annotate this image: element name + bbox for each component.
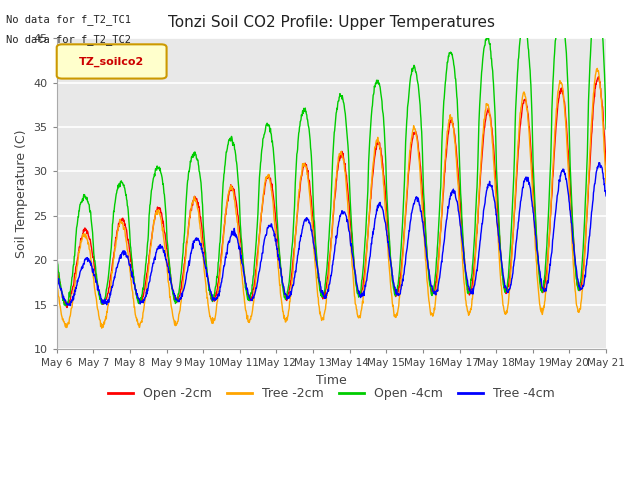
Tree -4cm (417, 208, 425, 214)
Text: No data for f_T2_TC1: No data for f_T2_TC1 (6, 14, 131, 25)
Legend: Open -2cm, Tree -2cm, Open -4cm, Tree -4cm: Open -2cm, Tree -2cm, Open -4cm, Tree -4… (103, 383, 559, 405)
Tree -2cm (417, 182, 425, 188)
FancyBboxPatch shape (57, 44, 166, 79)
Open -2cm (595, 74, 602, 80)
Line: Tree -4cm: Tree -4cm (57, 163, 606, 306)
Tree -4cm (602, 193, 610, 199)
Open -4cm (489, 68, 497, 74)
Line: Tree -2cm: Tree -2cm (57, 68, 606, 328)
Tree -2cm (593, 65, 601, 71)
Open -4cm (53, 252, 61, 257)
Open -4cm (417, 116, 425, 121)
Open -4cm (237, 227, 244, 232)
Tree -4cm (67, 303, 74, 309)
Title: Tonzi Soil CO2 Profile: Upper Temperatures: Tonzi Soil CO2 Profile: Upper Temperatur… (168, 15, 495, 30)
Open -2cm (489, 133, 497, 139)
Tree -4cm (162, 257, 170, 263)
Text: TZ_soilco2: TZ_soilco2 (79, 56, 144, 67)
Open -2cm (417, 169, 425, 175)
Tree -4cm (53, 275, 61, 281)
Tree -2cm (237, 262, 244, 268)
Tree -2cm (489, 142, 497, 148)
Y-axis label: Soil Temperature (C): Soil Temperature (C) (15, 130, 28, 258)
Tree -4cm (596, 160, 604, 166)
Open -4cm (162, 211, 170, 216)
Open -2cm (63, 305, 71, 311)
Tree -2cm (538, 309, 545, 315)
Open -4cm (175, 287, 183, 292)
Open -4cm (538, 287, 545, 293)
X-axis label: Time: Time (316, 374, 347, 387)
Open -2cm (162, 237, 170, 243)
Tree -4cm (489, 187, 497, 193)
Open -2cm (538, 282, 545, 288)
Tree -2cm (162, 254, 170, 260)
Tree -4cm (538, 276, 545, 282)
Tree -2cm (53, 287, 61, 293)
Open -4cm (602, 126, 610, 132)
Text: No data for f_T2_TC2: No data for f_T2_TC2 (6, 34, 131, 45)
Tree -2cm (602, 180, 610, 186)
Open -2cm (175, 293, 183, 299)
Open -2cm (53, 263, 61, 269)
Open -2cm (602, 162, 610, 168)
Tree -2cm (175, 311, 183, 316)
Open -2cm (237, 239, 244, 244)
Line: Open -2cm: Open -2cm (57, 77, 606, 308)
Line: Open -4cm: Open -4cm (57, 0, 606, 306)
Tree -4cm (175, 299, 183, 304)
Tree -2cm (98, 325, 106, 331)
Tree -4cm (237, 255, 244, 261)
Open -4cm (62, 303, 70, 309)
